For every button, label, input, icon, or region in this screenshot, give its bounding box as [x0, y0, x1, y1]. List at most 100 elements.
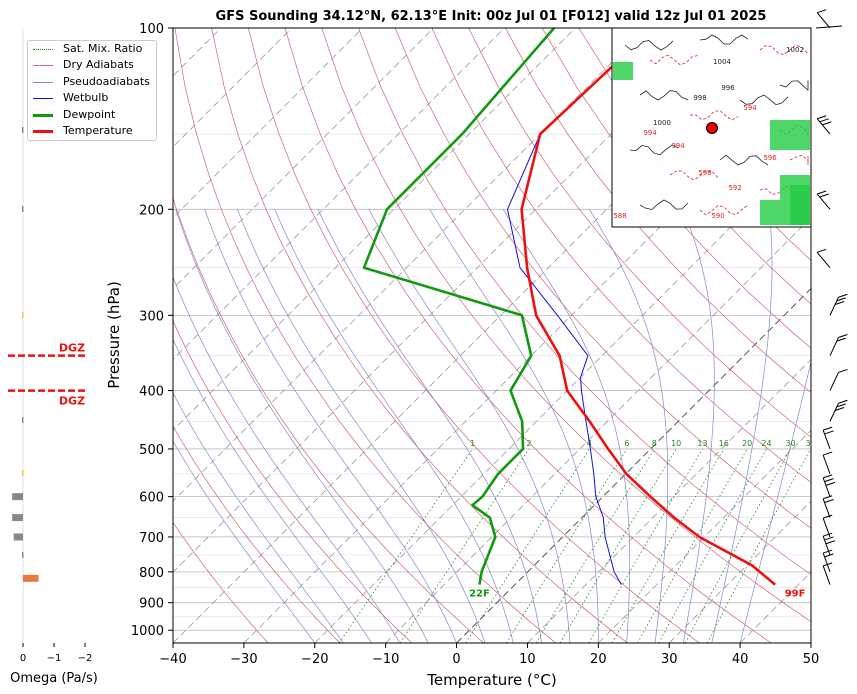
map-contour	[779, 80, 809, 91]
map-contour	[639, 199, 689, 210]
wind-barb-flag	[816, 115, 827, 120]
legend-label-temperature: Temperature	[63, 123, 133, 137]
mixing-ratio-line	[637, 448, 748, 643]
wind-barb-flag	[834, 407, 845, 411]
wind-barb-flag	[823, 532, 833, 537]
wind-barb-flag	[822, 121, 832, 126]
mixing-ratio-line	[399, 448, 530, 643]
dry-adiabat-line	[836, 28, 857, 643]
omega-bar	[22, 470, 24, 476]
wind-barb-staff	[822, 454, 831, 475]
dry-adiabat-line	[211, 28, 628, 643]
mixing-ratio-line	[559, 448, 677, 643]
map-precip-area	[790, 185, 810, 225]
pseudoadiabat-line	[173, 338, 372, 643]
wind-barb-flag	[823, 474, 833, 479]
legend-label-pseudoadiabats: Pseudoadiabats	[63, 74, 150, 88]
sounding-location-marker	[706, 122, 718, 134]
temperature-line	[520, 28, 776, 586]
dry-adiabat-line	[174, 28, 556, 643]
wind-barb-flag	[816, 248, 827, 253]
legend-swatch-mixing-ratio	[33, 49, 53, 50]
map-contour-label: 1004	[713, 58, 731, 66]
pseudoadiabat-line	[429, 209, 599, 643]
wind-barb-flag	[823, 549, 833, 554]
legend-item-dewpoint: Dewpoint	[28, 107, 156, 123]
chart-axes: 22F 99F −40 −30 −20 −10 0 10 20 30 40 50 100 200 300 40…	[131, 22, 819, 667]
mixing-ratio-label: 8	[652, 439, 657, 448]
map-contour-label: 998	[693, 94, 706, 102]
pseudoadiabat-line	[317, 209, 542, 643]
map-contour	[739, 94, 789, 106]
y-tick-label: 900	[139, 597, 164, 612]
dry-adiabat-line	[578, 28, 811, 305]
surface-temperature-label: 99F	[785, 589, 806, 600]
pseudoadiabat-line	[173, 440, 316, 643]
map-contour-label: 590	[711, 212, 724, 220]
omega-bar	[12, 493, 23, 501]
wetbulb-line	[507, 133, 622, 585]
legend-swatch-wetbulb	[33, 98, 53, 100]
mixing-ratio-label: 6	[624, 439, 629, 448]
legend-item-temperature: Temperature	[28, 123, 156, 139]
dry-adiabat-line	[173, 521, 269, 643]
pseudoadiabat-line	[502, 209, 631, 643]
y-tick-label: 200	[139, 203, 164, 218]
y-tick-label: 400	[139, 385, 164, 400]
pseudoadiabat-line	[237, 209, 486, 643]
x-tick-label: −40	[159, 652, 186, 667]
wind-barb-flag	[824, 499, 834, 504]
omega-tick-label: −2	[78, 653, 93, 664]
map-contour-label: 1000	[653, 119, 671, 127]
wind-barb-staff	[822, 517, 831, 538]
wind-barb-flag	[823, 451, 833, 456]
dry-adiabat-line	[541, 28, 811, 349]
dry-adiabat-line	[173, 425, 341, 643]
pseudoadiabat-line	[711, 209, 773, 643]
mixing-ratio-label: 1	[470, 439, 475, 448]
wind-barb-staff	[829, 297, 839, 316]
mixing-ratio-label: 20	[742, 439, 752, 448]
legend-label-dewpoint: Dewpoint	[63, 107, 116, 121]
map-precip-area	[770, 120, 810, 150]
omega-tick-label: −1	[47, 653, 62, 664]
wind-barb-flag	[838, 399, 848, 404]
mixing-ratio-label: 10	[671, 439, 681, 448]
mixing-ratio-line	[535, 448, 655, 643]
dry-adiabat-line	[394, 28, 811, 529]
wind-barb-flag	[836, 337, 846, 342]
mixing-ratio-label: 2	[527, 439, 532, 448]
x-tick-label: 0	[452, 652, 460, 667]
y-tick-label: 800	[139, 566, 164, 581]
wind-barb-staff	[822, 429, 831, 450]
map-contour-label: 588	[613, 212, 626, 220]
mixing-ratio-label: 30	[786, 439, 796, 448]
mixing-ratio-label: 24	[761, 439, 771, 448]
wind-barb-flag	[823, 495, 833, 500]
wind-barb-staff	[829, 403, 839, 422]
map-contour	[689, 110, 739, 121]
wind-barb-flag	[823, 514, 833, 519]
y-axis-label: Pressure (hPa)	[105, 281, 123, 389]
isotherm-line	[173, 28, 576, 431]
pseudoadiabat-line	[739, 360, 811, 643]
pseudoadiabat-line	[274, 209, 514, 643]
isotherm-line	[173, 28, 789, 643]
legend-label-dry-adiabats: Dry Adiabats	[63, 58, 134, 72]
legend-item-mixing-ratio: Sat. Mix. Ratio	[28, 41, 156, 57]
pseudoadiabat-line	[173, 392, 344, 643]
isotherm-line	[668, 500, 811, 643]
map-contour-label: 996	[721, 84, 735, 92]
map-contour-label: 1002	[786, 46, 804, 54]
wind-barb-flag	[816, 9, 827, 14]
legend-swatch-dewpoint	[33, 113, 53, 117]
map-contour-label: 994	[643, 129, 657, 137]
omega-bar	[22, 127, 24, 133]
omega-tick-label: 0	[20, 653, 26, 664]
wind-barb-flag	[838, 293, 848, 298]
mixing-ratio-line	[338, 448, 474, 643]
dry-adiabat-line	[505, 28, 811, 393]
map-contour	[629, 144, 679, 156]
wind-barb-staff	[815, 25, 843, 29]
mixing-ratio-label: 36	[805, 439, 815, 448]
